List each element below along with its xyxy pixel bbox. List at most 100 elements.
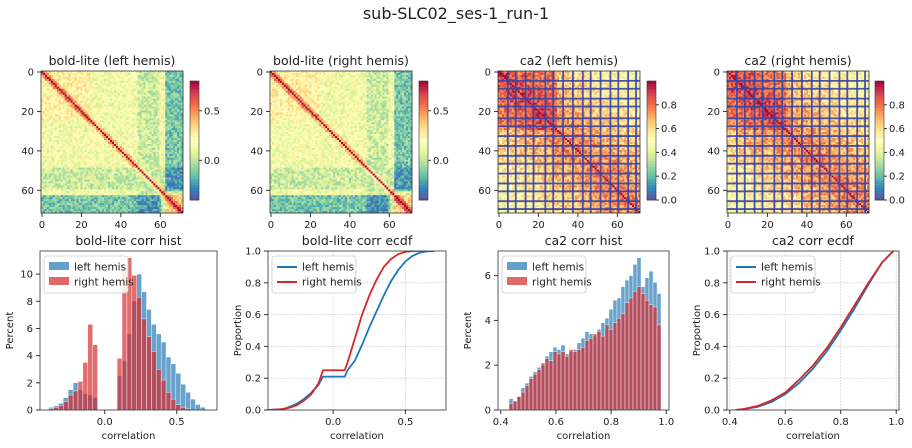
heatmap-cell [82,126,84,128]
heatmap-cell [67,148,69,150]
heatmap-cell [102,152,104,154]
heatmap-cell [75,162,77,164]
heatmap-cell [175,197,177,199]
heatmap-cell [45,138,47,140]
heatmap-cell [90,142,92,144]
heatmap-cell [102,164,104,166]
heatmap-cell [136,172,138,174]
heatmap-cell [122,197,124,199]
heatmap-cell [122,79,124,81]
heatmap-cell [67,87,69,89]
heatmap-cell [177,87,179,89]
heatmap-cell [104,128,106,130]
heatmap-cell [92,91,94,93]
heatmap-cell [43,107,45,109]
heatmap-cell [78,114,80,116]
heatmap-cell [151,172,153,174]
heatmap-cell [167,83,169,85]
heatmap-cell [173,189,175,191]
heatmap-cell [136,114,138,116]
heatmap-cell [92,156,94,158]
heatmap-cell [157,97,159,99]
heatmap-cell [114,150,116,152]
heatmap-cell [165,191,167,193]
heatmap-cell [149,150,151,152]
heatmap-cell [84,107,86,109]
heatmap-cell [138,122,140,124]
heatmap-cell [75,164,77,166]
heatmap-cell [57,130,59,132]
heatmap-cell [175,148,177,150]
heatmap-cell [173,178,175,180]
heatmap-cell [55,75,57,77]
heatmap-cell [116,110,118,112]
heatmap-cell [110,205,112,207]
heatmap-cell [110,122,112,124]
heatmap-cell [51,179,53,181]
heatmap-cell [96,174,98,176]
heatmap-cell [173,116,175,118]
heatmap-cell [51,134,53,136]
heatmap-cell [163,140,165,142]
heatmap-cell [106,126,108,128]
heatmap-cell [69,201,71,203]
heatmap-cell [179,118,181,120]
heatmap-cell [94,116,96,118]
heatmap-cell [151,97,153,99]
heatmap-cell [169,77,171,79]
heatmap-cell [82,146,84,148]
heatmap-cell [146,87,148,89]
heatmap-cell [78,99,80,101]
heatmap-cell [80,170,82,172]
heatmap-cell [90,79,92,81]
heatmap-cell [177,187,179,189]
heatmap-cell [96,164,98,166]
heatmap-cell [130,197,132,199]
heatmap-cell [118,136,120,138]
heatmap-cell [73,178,75,180]
heatmap-cell [155,187,157,189]
heatmap-cell [106,189,108,191]
heatmap-cell [47,79,49,81]
heatmap-cell [51,128,53,130]
heatmap-cell [71,144,73,146]
heatmap-cell [92,118,94,120]
heatmap-cell [130,138,132,140]
heatmap-cell [100,156,102,158]
heatmap-cell [110,166,112,168]
heatmap-cell [55,156,57,158]
heatmap-cell [47,160,49,162]
heatmap-cell [53,140,55,142]
heatmap-cell [148,116,150,118]
heatmap-cell [59,195,61,197]
heatmap-cell [165,134,167,136]
heatmap-cell [92,168,94,170]
heatmap-cell [53,130,55,132]
heatmap-cell [53,166,55,168]
heatmap-cell [159,81,161,83]
heatmap-cell [100,176,102,178]
heatmap-cell [159,93,161,95]
heatmap-cell [43,160,45,162]
heatmap-cell [173,132,175,134]
heatmap-cell [88,199,90,201]
heatmap-cell [151,89,153,91]
heatmap-cell [80,130,82,132]
heatmap-cell [144,164,146,166]
heatmap-cell [92,105,94,107]
heatmap-cell [71,132,73,134]
heatmap-cell [159,148,161,150]
heatmap-cell [61,134,63,136]
heatmap-cell [136,150,138,152]
heatmap-cell [92,181,94,183]
heatmap-cell [163,103,165,105]
heatmap-cell [53,136,55,138]
heatmap-cell [51,83,53,85]
heatmap-cell [53,168,55,170]
heatmap-cell [128,105,130,107]
heatmap-cell [63,205,65,207]
heatmap-cell [148,128,150,130]
heatmap-cell [59,191,61,193]
heatmap-cell [45,164,47,166]
heatmap-cell [140,158,142,160]
